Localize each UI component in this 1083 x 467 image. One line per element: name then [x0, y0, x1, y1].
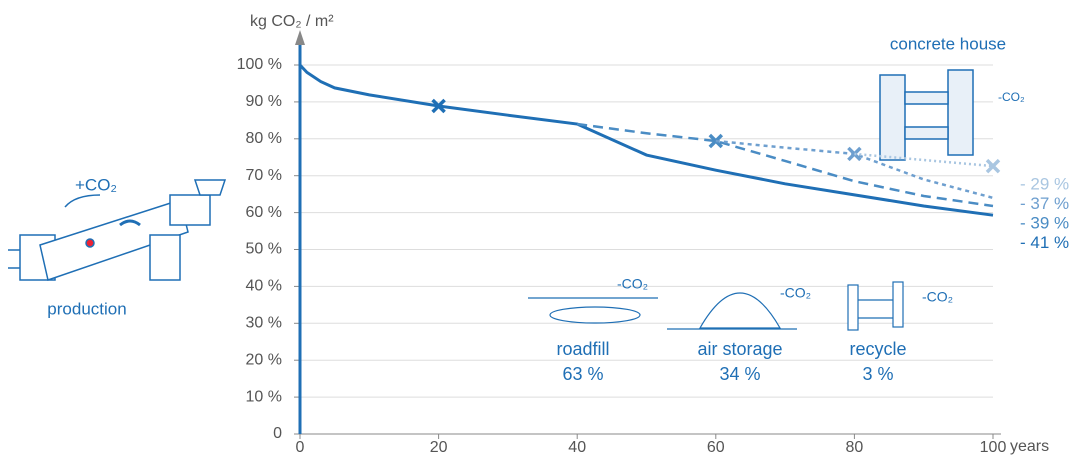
end-label: - 39 % — [1020, 213, 1069, 232]
y-tick-label: 90 % — [246, 93, 282, 110]
annotation: production — [47, 299, 126, 318]
data-line — [854, 154, 993, 166]
annotation: +CO₂ — [75, 175, 117, 194]
y-tick-label: 50 % — [246, 241, 282, 258]
annotation: -CO₂ — [922, 289, 953, 305]
y-axis-arrow — [295, 30, 305, 45]
cross-marker — [987, 160, 999, 172]
x-axis-label: years — [1010, 438, 1049, 455]
annotation: -CO₂ — [998, 90, 1025, 104]
y-tick-label: 80 % — [246, 130, 282, 147]
annotation: -CO₂ — [780, 285, 811, 301]
annotation: recycle — [849, 339, 906, 359]
y-tick-label: 60 % — [246, 204, 282, 221]
y-tick-label: 0 — [273, 425, 282, 442]
y-tick-label: 20 % — [246, 351, 282, 368]
annotation: -CO₂ — [617, 276, 648, 292]
y-tick-label: 40 % — [246, 278, 282, 295]
x-tick-label: 80 — [846, 439, 864, 456]
annotation: concrete house — [890, 34, 1006, 53]
annotation: 63 % — [562, 364, 603, 384]
x-tick-label: 0 — [296, 439, 305, 456]
annotation: 3 % — [862, 364, 893, 384]
annotation: air storage — [697, 339, 782, 359]
x-tick-label: 20 — [430, 439, 448, 456]
annotation: 34 % — [719, 364, 760, 384]
y-axis-label: kg CO₂ / m² — [250, 13, 334, 30]
annotation: roadfill — [556, 339, 609, 359]
x-tick-label: 60 — [707, 439, 725, 456]
chart: production +CO₂ concrete house -CO₂ road… — [0, 0, 1083, 462]
x-tick-label: 40 — [568, 439, 586, 456]
end-label: - 41 % — [1020, 233, 1069, 252]
y-tick-label: 10 % — [246, 388, 282, 405]
house-icon — [880, 70, 973, 160]
production-icon — [8, 180, 225, 280]
x-tick-label: 100 — [980, 439, 1007, 456]
end-label: - 29 % — [1020, 174, 1069, 193]
y-tick-label: 100 % — [237, 56, 282, 73]
y-tick-label: 30 % — [246, 315, 282, 332]
y-tick-label: 70 % — [246, 167, 282, 184]
end-label: - 37 % — [1020, 194, 1069, 213]
